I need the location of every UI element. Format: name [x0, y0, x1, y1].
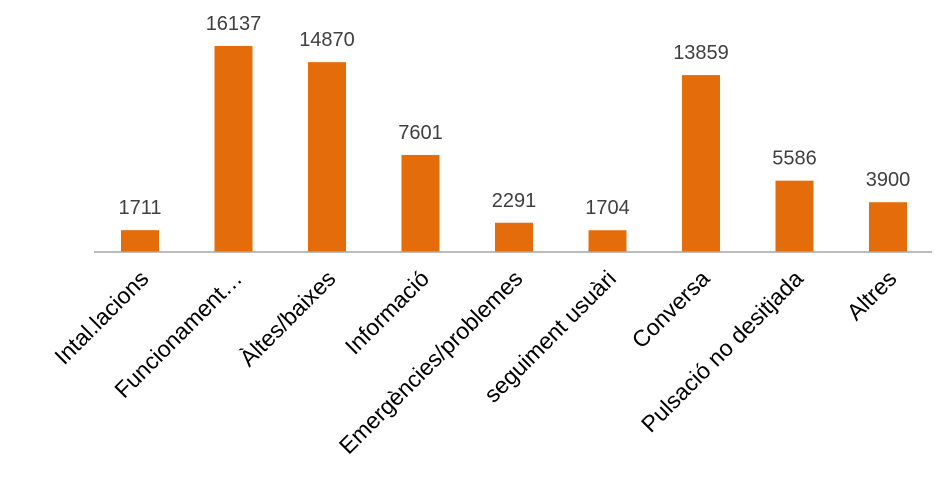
category-tick-label: Altres: [842, 265, 902, 325]
bar: [308, 62, 346, 252]
category-tick-label: Conversa: [627, 265, 715, 353]
data-label: 5586: [772, 148, 817, 170]
data-label: 1711: [118, 197, 161, 219]
bar: [588, 230, 627, 252]
bar: [214, 46, 253, 252]
category-tick-label: Pulsació no desitjada: [636, 265, 808, 437]
category-tick-label: Informació: [340, 265, 434, 359]
data-label: 13859: [673, 42, 729, 64]
value-labels-layer: 1711 16137 14870 7601 2291 1704 13859 5586 3900: [118, 13, 910, 219]
data-label: 2291: [492, 190, 537, 212]
category-tick-label: Àltes/baixes: [234, 265, 340, 371]
data-label: 14870: [299, 29, 355, 51]
bar: [869, 202, 907, 252]
bar: [495, 222, 533, 252]
bar: [682, 75, 720, 252]
data-label: 16137: [206, 13, 262, 35]
category-tick-label: Intal.lacions: [49, 265, 153, 369]
bar: [401, 154, 440, 252]
bars-layer: [121, 46, 907, 252]
category-tick-label: Emergències/problemes: [334, 265, 528, 459]
data-label: 3900: [866, 169, 911, 191]
data-label: 7601: [398, 122, 443, 144]
bar: [775, 180, 814, 252]
data-label: 1704: [585, 197, 630, 219]
bar: [121, 230, 159, 252]
